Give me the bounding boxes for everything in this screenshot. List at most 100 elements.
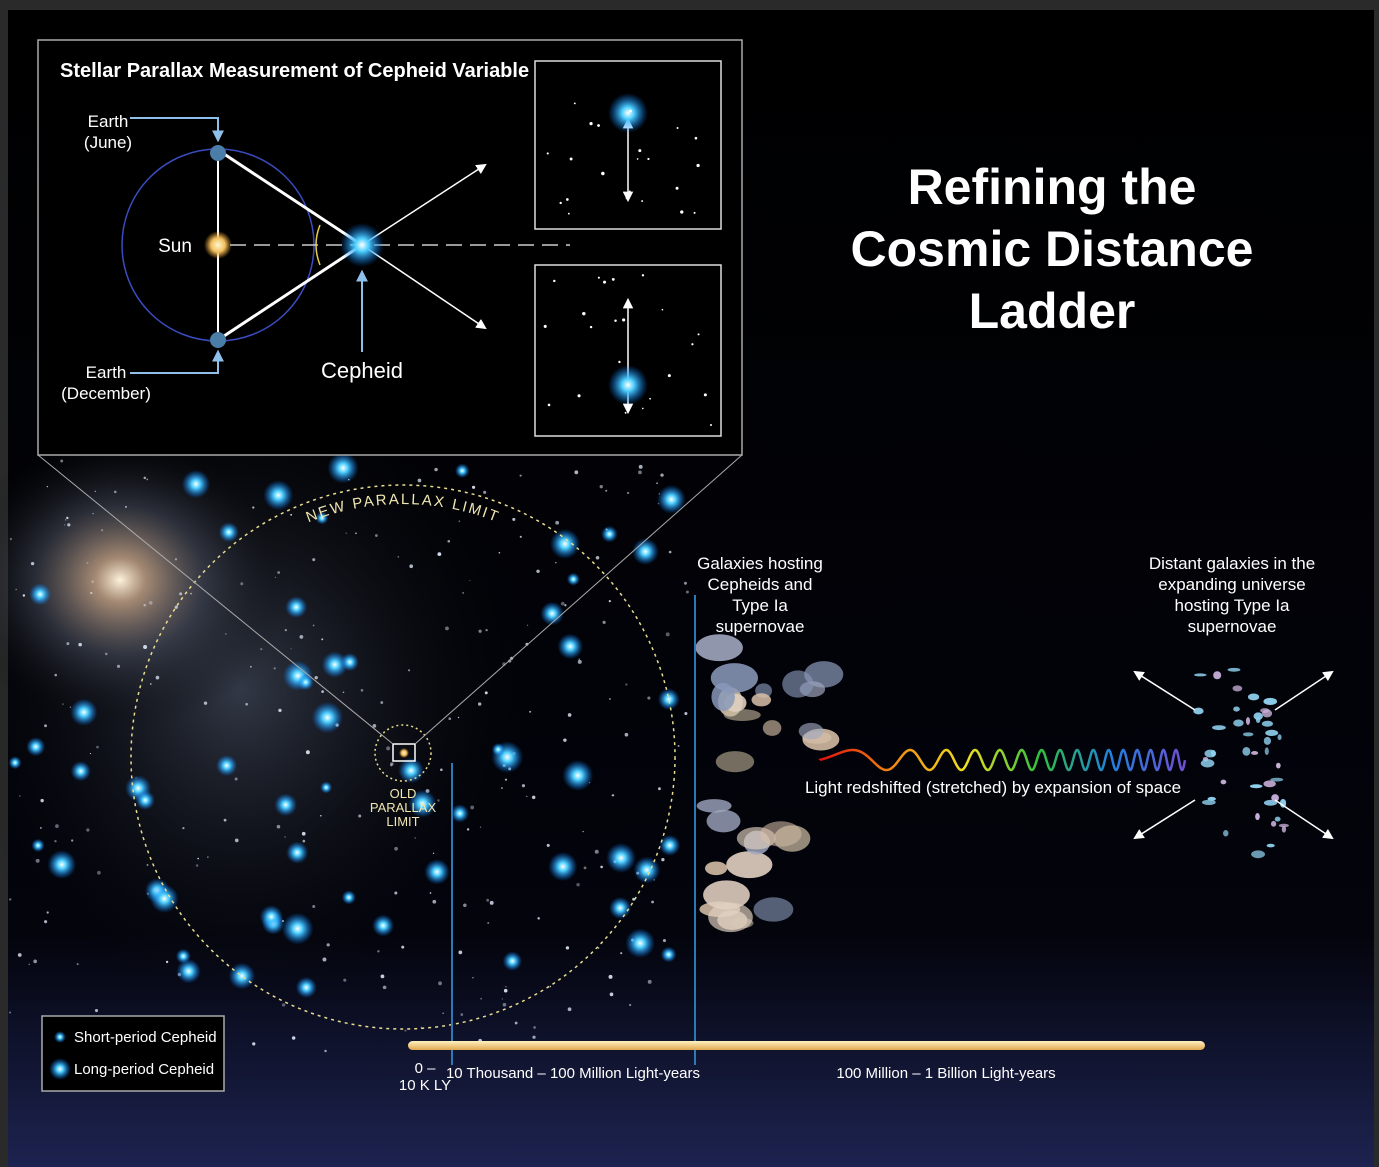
star (155, 675, 160, 680)
star (526, 624, 529, 626)
panel-star (559, 201, 562, 205)
star (382, 985, 387, 990)
star (274, 576, 277, 578)
star (207, 856, 209, 858)
galaxy (723, 709, 761, 721)
star (355, 532, 357, 535)
star (594, 849, 599, 854)
cepheid (295, 976, 317, 998)
star (273, 667, 276, 670)
star (437, 799, 440, 802)
cepheid (70, 761, 91, 782)
galaxy (1281, 825, 1287, 833)
star (76, 963, 79, 966)
star (234, 838, 239, 843)
star (91, 580, 94, 583)
panel-star (675, 186, 679, 190)
star (146, 478, 149, 481)
cepheid (135, 790, 155, 810)
star (78, 642, 82, 647)
star (485, 628, 488, 632)
star (504, 778, 508, 781)
star (44, 920, 48, 924)
star (276, 824, 281, 829)
star (143, 476, 147, 480)
star (305, 750, 310, 755)
star (437, 552, 442, 557)
star (469, 579, 471, 582)
star (500, 787, 503, 789)
parallax-angle (315, 224, 321, 266)
cepheid (609, 896, 632, 920)
star (546, 843, 550, 847)
cepheid (454, 463, 470, 479)
star (638, 464, 643, 469)
panel-star (641, 274, 645, 277)
cepheid (566, 572, 580, 586)
star (521, 784, 526, 788)
star (312, 624, 315, 627)
star (22, 594, 26, 597)
star (66, 516, 69, 520)
cepheid (606, 843, 636, 873)
star (638, 470, 642, 475)
legend-long: Long-period Cepheid (74, 1061, 214, 1078)
star (442, 1012, 444, 1014)
pointer (130, 117, 224, 143)
cepheid-december (608, 365, 648, 405)
star (94, 490, 96, 492)
star (567, 713, 572, 717)
star (685, 590, 689, 594)
star (625, 683, 628, 686)
star (519, 474, 522, 477)
expansion-arrow (1274, 799, 1334, 840)
galaxy (711, 682, 735, 711)
star (54, 840, 57, 843)
star (66, 642, 70, 646)
star (86, 828, 90, 832)
cepheid (281, 912, 314, 945)
panel-star (641, 200, 644, 202)
star (290, 648, 292, 650)
star (487, 921, 490, 925)
star (312, 904, 316, 908)
star (182, 827, 185, 830)
cepheid (70, 698, 98, 726)
galaxy (753, 897, 794, 922)
star (578, 658, 581, 661)
projection-arrow (361, 244, 487, 330)
scale-mid: 10 Thousand – 100 Million Light-years (446, 1065, 700, 1082)
star (460, 1013, 464, 1016)
star (89, 752, 92, 755)
inset-title: Stellar Parallax Measurement of Cepheid … (60, 60, 529, 82)
star (44, 724, 47, 728)
expansion-arrow (1133, 799, 1196, 840)
star (190, 592, 192, 595)
galaxy (1279, 798, 1287, 808)
panel-star (676, 127, 679, 130)
panel-star (618, 360, 621, 364)
galaxy (1277, 734, 1282, 741)
star (342, 691, 345, 694)
cepheid (398, 757, 424, 784)
star (394, 846, 398, 851)
cepheid (259, 905, 284, 929)
cepheid-star (340, 223, 384, 267)
star (565, 946, 570, 950)
panel-star (566, 198, 569, 201)
star (647, 979, 652, 984)
galaxy (704, 861, 728, 876)
galaxy (798, 722, 824, 740)
projection-arrow (361, 163, 487, 246)
star (462, 591, 465, 594)
cepheid (321, 651, 349, 678)
star (35, 858, 40, 863)
star (249, 665, 252, 668)
earth-december (210, 332, 226, 348)
galaxy (1201, 799, 1216, 806)
title-line: Cosmic Distance (851, 221, 1254, 277)
star (174, 605, 178, 609)
panel-star (680, 210, 684, 214)
galaxy (1232, 685, 1243, 692)
panel-star (710, 424, 712, 427)
